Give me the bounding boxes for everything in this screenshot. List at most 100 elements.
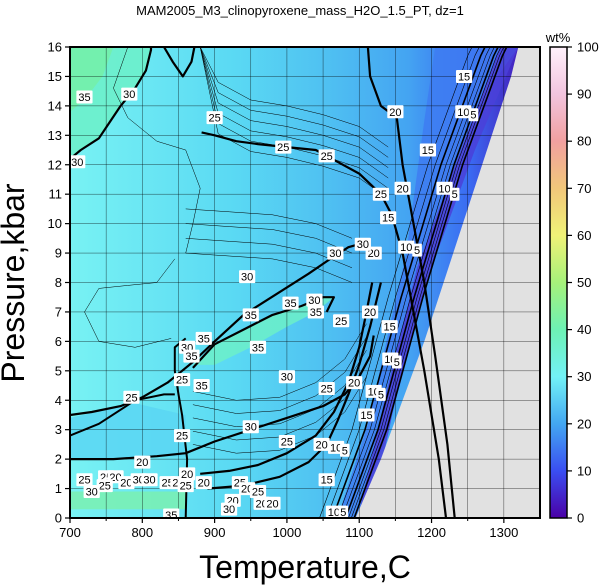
contour-label: 25: [96, 479, 113, 493]
svg-text:10: 10: [328, 507, 340, 519]
svg-text:25: 25: [281, 436, 293, 448]
contour-label: 35: [183, 349, 200, 363]
svg-text:30: 30: [241, 272, 253, 284]
colorbar-gradient: [549, 46, 568, 519]
contour-label: 30: [121, 87, 138, 101]
contour-label: 5: [376, 387, 386, 401]
y-tick-label: 4: [55, 393, 62, 408]
svg-text:15: 15: [321, 475, 333, 487]
contour-label: 10: [455, 105, 472, 119]
contour-upper: [199, 47, 389, 148]
svg-text:25: 25: [176, 375, 188, 387]
svg-text:35: 35: [310, 307, 322, 319]
svg-text:15: 15: [360, 410, 372, 422]
contour-label: 20: [361, 305, 379, 319]
contour-middle: [185, 223, 353, 254]
contour-label: 30: [83, 485, 100, 499]
svg-text:30: 30: [223, 504, 235, 516]
contour-label: 25: [173, 429, 191, 443]
contour-label: 20: [394, 181, 411, 195]
contour-label: 5: [339, 443, 350, 457]
contour-steep: [331, 47, 486, 518]
contour-level-20: [207, 282, 382, 490]
svg-text:20: 20: [316, 439, 328, 451]
patch-low-left: [70, 403, 186, 460]
contour-label: 30: [278, 370, 296, 384]
contour-label: 35: [193, 379, 210, 393]
svg-text:25: 25: [277, 142, 289, 154]
y-tick-label: 3: [55, 422, 62, 437]
svg-text:20: 20: [266, 498, 278, 510]
contour-label: 15: [318, 473, 335, 487]
contour-label: 25: [177, 479, 194, 493]
svg-text:20: 20: [198, 478, 210, 490]
y-tick-label: 5: [55, 363, 62, 378]
svg-text:5: 5: [342, 445, 348, 457]
y-tick-label: 16: [48, 40, 62, 55]
contour-label: 25: [318, 149, 335, 163]
y-tick-label: 13: [48, 128, 62, 143]
contour-label: 30: [220, 502, 238, 516]
y-tick-label: 2: [55, 452, 62, 467]
contour-left-upper: [113, 47, 201, 254]
contour-label: 15: [381, 320, 398, 334]
svg-text:35: 35: [195, 381, 207, 393]
y-tick-label: 0: [55, 511, 62, 526]
colorbar-tick-label: 90: [577, 87, 591, 102]
contour-label: 20: [179, 467, 196, 481]
svg-text:25: 25: [208, 113, 220, 125]
contour-label: 20: [346, 376, 363, 390]
x-tick-label: 1000: [272, 525, 301, 540]
contour-label: 15: [455, 69, 473, 83]
contour-lower: [192, 336, 367, 414]
y-tick-label: 1: [55, 481, 62, 496]
y-tick-label: 14: [48, 98, 62, 113]
svg-text:25: 25: [335, 316, 347, 328]
svg-text:5: 5: [394, 357, 400, 369]
contour-label: 25: [76, 473, 93, 487]
svg-text:25: 25: [125, 392, 137, 404]
colorbar-tick-label: 80: [577, 134, 591, 149]
contour-upper: [199, 47, 389, 158]
contour-label: 20: [313, 437, 330, 451]
svg-text:35: 35: [245, 310, 257, 322]
contour-label: 30: [306, 293, 323, 307]
contour-label: 5: [392, 355, 402, 369]
contour-label: 5: [338, 505, 349, 519]
svg-text:30: 30: [308, 295, 320, 307]
contour-middle: [185, 208, 353, 239]
svg-text:20: 20: [389, 107, 401, 119]
contour-level-25: [201, 131, 448, 518]
contour-label: 20: [118, 476, 135, 490]
contour-label: 25: [249, 485, 267, 499]
contour-label: 25: [333, 314, 350, 328]
contour-steep: [337, 47, 491, 518]
svg-text:35: 35: [252, 342, 264, 354]
contour-label: 25: [275, 140, 292, 154]
svg-text:5: 5: [470, 110, 476, 122]
contour-label: 35: [307, 305, 324, 319]
y-tick-label: 9: [55, 246, 62, 261]
y-tick-label: 11: [49, 187, 63, 202]
x-axis-label: Temperature,C: [199, 549, 411, 585]
contour-label: 25: [372, 187, 390, 201]
svg-text:15: 15: [422, 145, 434, 157]
svg-text:25: 25: [375, 189, 387, 201]
svg-text:35: 35: [284, 298, 296, 310]
colorbar-tick-label: 30: [577, 369, 591, 384]
svg-text:10: 10: [438, 183, 450, 195]
patch-mid-band: [192, 297, 334, 365]
colorbar-tick-label: 100: [577, 40, 599, 55]
contour-label: 25: [278, 434, 296, 448]
contour-label: 30: [327, 246, 344, 260]
svg-text:15: 15: [458, 71, 470, 83]
svg-text:5: 5: [414, 245, 420, 257]
svg-text:10: 10: [457, 107, 469, 119]
colorbar: wt% 0 10 20 30 40 50 60 70 80 90 100: [545, 30, 599, 526]
y-tick-label: 6: [55, 334, 62, 349]
svg-text:30: 30: [329, 248, 341, 260]
y-tick-label: 15: [48, 69, 62, 84]
band-lowest-values: [357, 47, 519, 518]
